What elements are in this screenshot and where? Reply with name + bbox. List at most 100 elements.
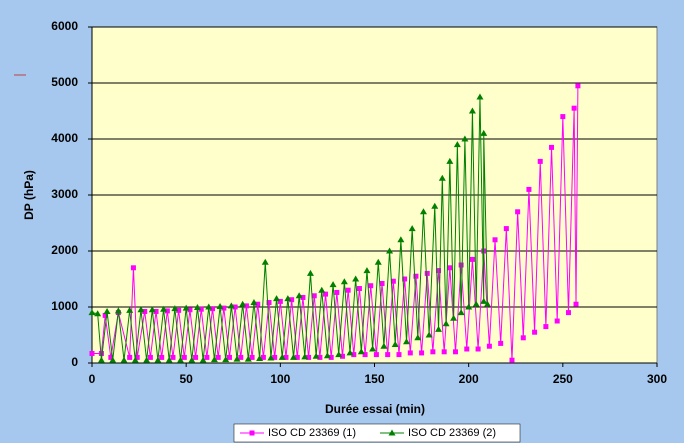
marker — [318, 286, 326, 293]
marker — [98, 350, 104, 356]
marker — [560, 114, 566, 120]
marker — [328, 354, 334, 360]
marker — [127, 354, 133, 360]
marker — [419, 350, 425, 356]
marker — [374, 258, 382, 265]
marker — [346, 349, 354, 356]
marker — [130, 265, 136, 271]
marker — [181, 354, 187, 360]
marker — [215, 354, 221, 360]
marker — [450, 314, 458, 321]
marker — [250, 299, 258, 306]
marker — [464, 346, 470, 352]
marker — [498, 340, 504, 346]
marker — [571, 105, 577, 111]
legend-label: ISO CD 23369 (1) — [268, 427, 356, 439]
x-tick-label: 0 — [89, 372, 96, 386]
marker — [472, 300, 480, 307]
marker — [503, 226, 509, 232]
marker — [457, 309, 465, 316]
marker — [352, 275, 360, 282]
marker — [198, 306, 204, 312]
marker — [226, 354, 232, 360]
marker — [249, 430, 255, 436]
marker — [312, 352, 320, 359]
marker — [290, 353, 298, 360]
marker — [238, 354, 244, 360]
marker — [170, 354, 176, 360]
x-tick-label: 100 — [270, 372, 290, 386]
marker — [311, 293, 317, 299]
x-tick-label: 150 — [364, 372, 384, 386]
marker — [256, 355, 264, 362]
marker — [131, 356, 139, 363]
marker — [442, 320, 450, 327]
marker — [565, 310, 571, 316]
marker — [261, 258, 269, 265]
marker — [159, 354, 165, 360]
marker — [147, 354, 153, 360]
marker — [356, 286, 362, 292]
marker — [233, 355, 241, 362]
marker — [102, 312, 108, 318]
marker — [509, 357, 515, 363]
marker — [154, 356, 162, 363]
y-axis-title: DP (hPa) — [22, 170, 36, 220]
marker — [458, 262, 464, 268]
marker — [284, 295, 292, 302]
marker — [388, 429, 396, 436]
marker — [294, 354, 300, 360]
marker — [323, 291, 329, 297]
marker — [461, 135, 469, 142]
x-tick-label: 300 — [647, 372, 667, 386]
marker — [469, 256, 475, 262]
marker — [204, 354, 210, 360]
marker — [390, 278, 396, 284]
marker — [484, 300, 491, 307]
marker — [403, 338, 411, 345]
x-tick-label: 250 — [553, 372, 573, 386]
marker — [391, 341, 399, 348]
marker — [188, 356, 196, 363]
marker — [260, 354, 266, 360]
marker — [492, 237, 498, 243]
marker — [385, 352, 391, 358]
marker — [340, 278, 348, 285]
marker — [243, 303, 249, 309]
marker — [430, 349, 436, 355]
legend-label: ISO CD 23369 (2) — [408, 427, 496, 439]
marker — [249, 354, 255, 360]
marker — [573, 301, 579, 307]
marker — [177, 356, 185, 363]
marker — [438, 174, 446, 181]
marker — [283, 354, 289, 360]
marker — [363, 267, 371, 274]
marker — [351, 352, 357, 358]
marker — [413, 273, 419, 279]
marker — [273, 295, 281, 302]
marker — [369, 345, 377, 352]
marker — [407, 350, 413, 356]
marker — [266, 300, 272, 306]
marker — [221, 305, 227, 311]
marker — [441, 349, 447, 355]
marker — [425, 331, 433, 338]
marker — [486, 343, 492, 349]
marker — [164, 308, 170, 314]
marker — [537, 158, 543, 164]
marker — [239, 300, 247, 307]
marker — [453, 141, 461, 148]
marker — [171, 305, 179, 312]
marker — [468, 107, 476, 114]
marker — [278, 353, 286, 360]
marker — [301, 353, 309, 360]
marker — [134, 354, 140, 360]
marker — [419, 208, 427, 215]
marker — [153, 308, 159, 314]
marker — [143, 356, 151, 363]
marker — [210, 306, 216, 312]
marker — [94, 310, 102, 317]
marker — [137, 306, 145, 313]
marker — [88, 309, 96, 316]
